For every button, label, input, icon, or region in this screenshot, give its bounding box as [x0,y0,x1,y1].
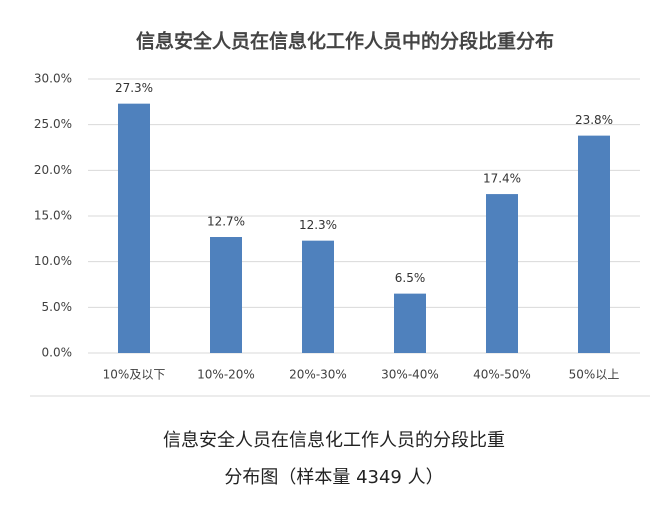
chart-title: 信息安全人员在信息化工作人员中的分段比重分布 [136,30,554,53]
y-tick-label: 0.0% [42,346,73,360]
y-tick-label: 10.0% [34,254,72,268]
caption-line: 分布图（样本量 4349 人） [224,467,443,488]
x-tick-label: 10%-20% [197,368,255,382]
value-label: 12.3% [299,218,337,232]
bar [118,103,150,353]
x-tick-label: 40%-50% [473,368,531,382]
y-tick-label: 25.0% [34,117,72,131]
y-tick-label: 5.0% [42,300,73,314]
bar [210,237,242,353]
x-tick-label: 20%-30% [289,368,347,382]
value-label: 27.3% [115,81,153,95]
value-label: 12.7% [207,215,245,229]
value-label: 17.4% [483,172,521,186]
x-tick-label: 10%及以下 [103,368,166,382]
value-label: 23.8% [575,113,613,127]
x-tick-label: 30%-40% [381,368,439,382]
caption-line: 信息安全人员在信息化工作人员的分段比重 [163,430,505,451]
bar [578,135,610,353]
bar [394,293,426,353]
bar [302,240,334,353]
y-tick-label: 20.0% [34,163,72,177]
y-tick-label: 30.0% [34,72,72,86]
x-tick-label: 50%以上 [569,368,620,382]
y-tick-label: 15.0% [34,209,72,223]
bar [486,194,518,353]
value-label: 6.5% [395,271,426,285]
